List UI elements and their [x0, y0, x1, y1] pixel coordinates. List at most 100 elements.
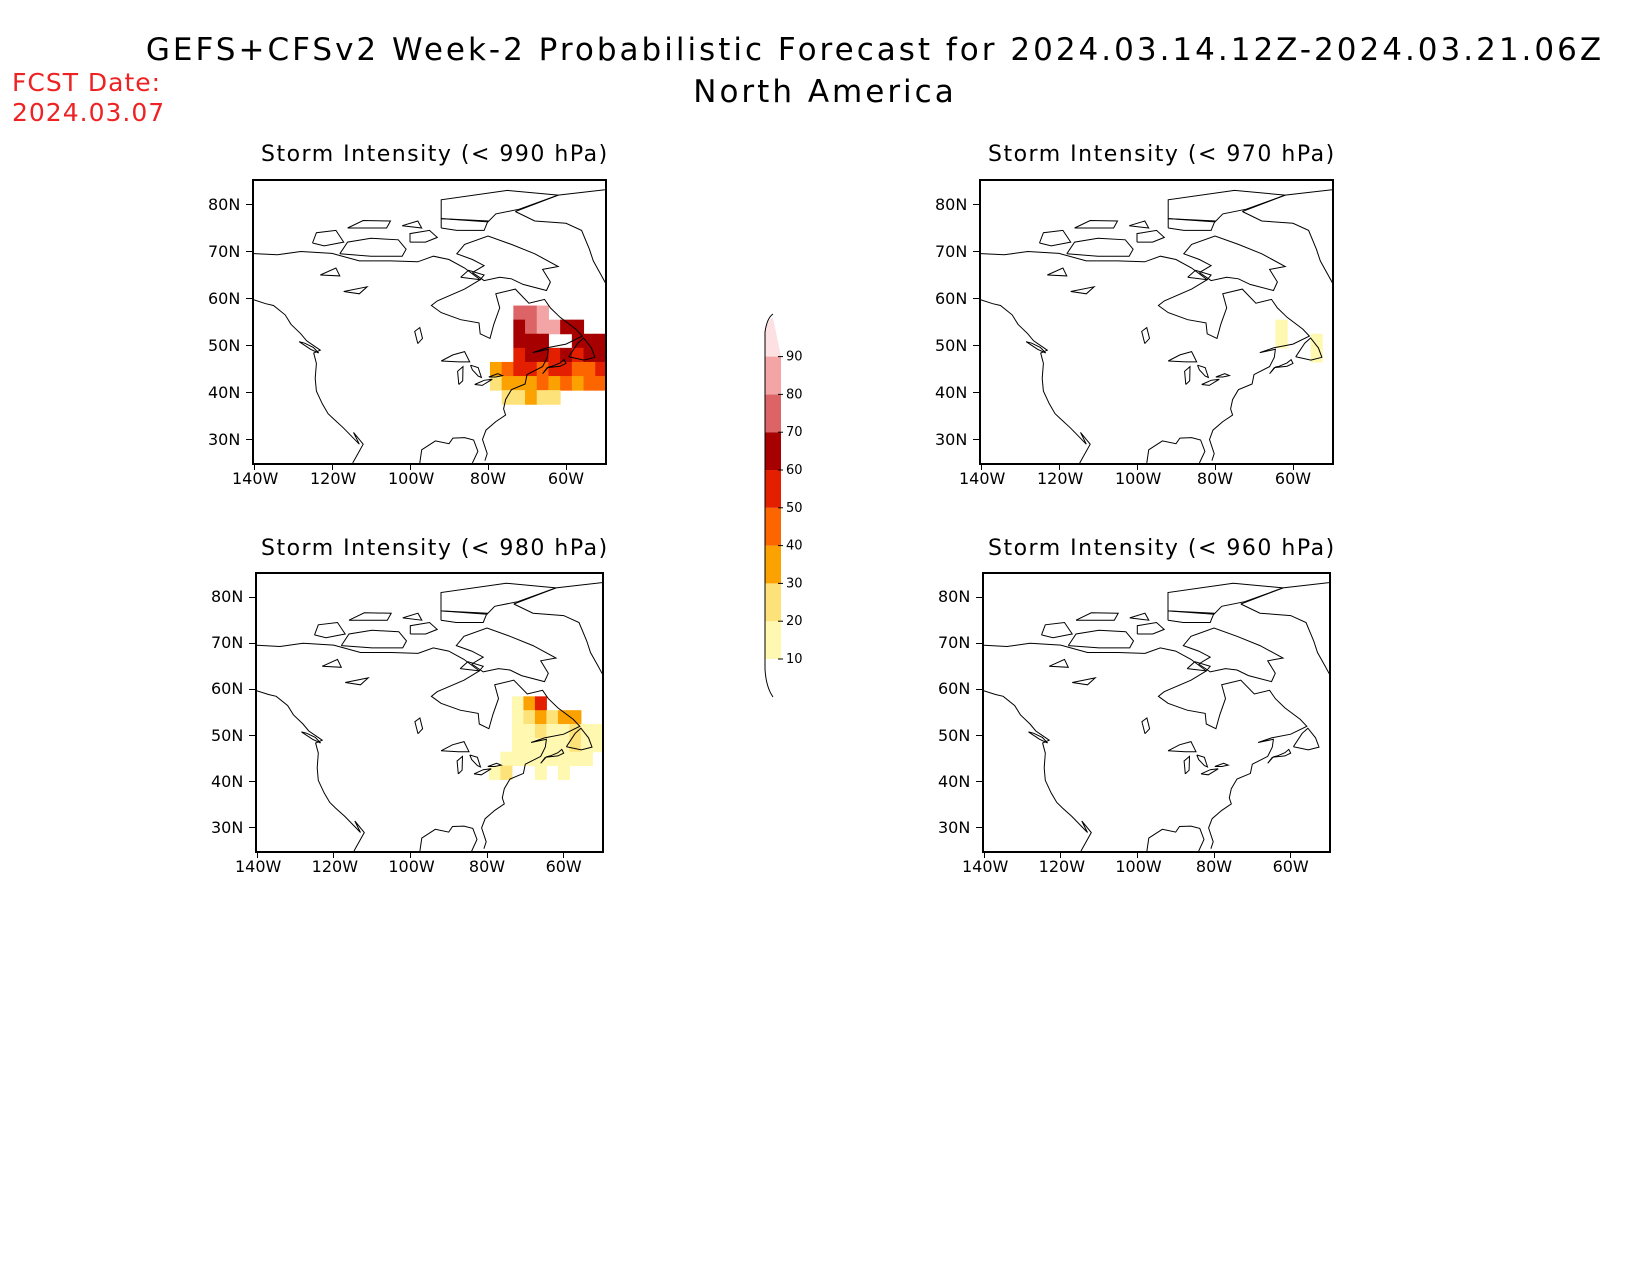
probability-cell — [536, 333, 549, 349]
lat-tick — [976, 781, 982, 783]
probability-cell — [595, 376, 605, 391]
probability-cell — [525, 319, 538, 335]
probability-cell — [569, 737, 582, 753]
map-frame — [979, 179, 1334, 465]
colorbar-label: 50 — [786, 501, 803, 516]
coastline — [440, 610, 488, 623]
coastline — [1025, 341, 1047, 354]
coastline — [1075, 612, 1120, 621]
coastline — [1129, 220, 1150, 229]
coastline — [1292, 727, 1320, 751]
probability-cell — [571, 361, 585, 377]
lon-tick — [1136, 465, 1138, 470]
coastline — [340, 629, 408, 649]
coastline — [347, 219, 392, 229]
coastline — [565, 727, 593, 751]
lat-label: 40N — [935, 382, 968, 402]
colorbar-graphic: 10 20 30 40 50 60 70 80 90 — [764, 313, 803, 698]
coastline — [1182, 235, 1287, 292]
coastline — [402, 220, 423, 229]
coastline — [419, 437, 479, 463]
lat-label: 40N — [208, 382, 241, 402]
lon-label: 140W — [959, 469, 1006, 488]
lat-label: 60N — [935, 288, 968, 308]
forecast-date-label: FCST Date: — [12, 68, 162, 97]
probability-cell — [525, 347, 538, 363]
lat-label: 60N — [208, 288, 241, 308]
probability-cell — [571, 319, 585, 335]
probability-cell — [513, 390, 526, 405]
lon-label: 100W — [388, 469, 435, 488]
lat-label: 80N — [208, 194, 241, 214]
probability-cell — [511, 724, 524, 739]
probability-cell — [548, 361, 561, 377]
probability-cell — [546, 710, 559, 725]
lon-tick — [486, 853, 488, 858]
coastline — [1047, 267, 1068, 277]
lat-tick — [976, 827, 982, 829]
coastline — [1136, 229, 1166, 243]
colorbar-label: 80 — [786, 387, 803, 402]
lon-label: 80W — [469, 469, 507, 488]
probability-cell — [536, 305, 549, 321]
lon-tick — [333, 853, 335, 858]
panel-title: Storm Intensity (< 990 hPa) — [261, 142, 609, 167]
coastline — [345, 677, 370, 686]
lat-label: 70N — [208, 241, 241, 261]
coastline — [1267, 748, 1292, 764]
probability-cell — [571, 347, 585, 363]
coastline — [440, 351, 471, 363]
lat-tick — [973, 251, 979, 252]
lat-tick — [249, 642, 255, 644]
lat-label: 80N — [935, 194, 968, 214]
coastline — [515, 189, 605, 284]
probability-cell — [513, 376, 526, 391]
probability-cell — [595, 347, 605, 363]
coastline — [487, 762, 503, 767]
map-frame — [255, 572, 604, 853]
coastline — [984, 642, 1308, 849]
probability-cell — [513, 333, 526, 349]
lon-label: 60W — [545, 857, 582, 876]
colorbar-top-cap — [765, 318, 781, 357]
lat-label: 60N — [938, 679, 971, 699]
coastline — [1048, 658, 1070, 668]
coastline-layer — [257, 582, 602, 851]
lat-label: 30N — [935, 429, 968, 449]
lat-tick — [249, 781, 255, 783]
coastline — [440, 218, 489, 231]
probability-cell — [569, 710, 582, 725]
coastline — [339, 237, 407, 257]
lat-label: 50N — [935, 335, 968, 355]
lat-label: 30N — [211, 817, 244, 837]
colorbar-label: 60 — [786, 463, 803, 478]
probability-cell — [571, 376, 585, 391]
colorbar-swatch — [765, 621, 781, 659]
coastline — [1240, 582, 1329, 675]
probability-cell — [513, 305, 526, 321]
coastline — [1066, 237, 1134, 257]
probability-cell — [560, 376, 573, 391]
lon-label: 80W — [1196, 469, 1234, 488]
coastline — [457, 365, 464, 385]
coastline — [459, 661, 485, 672]
lon-label: 60W — [1272, 857, 1309, 876]
coastline — [1184, 365, 1191, 385]
coastline — [540, 748, 565, 764]
lon-tick — [1136, 853, 1138, 858]
probability-cell — [557, 737, 570, 753]
coastline — [1214, 762, 1230, 767]
probability-cell — [580, 724, 593, 739]
lat-label: 40N — [938, 771, 971, 791]
lat-tick — [976, 642, 982, 644]
coastline — [414, 326, 424, 344]
forecast-date-value: 2024.03.07 — [12, 98, 166, 127]
probability-cell — [523, 696, 536, 711]
coastline — [1129, 612, 1150, 621]
lon-label: 120W — [1037, 469, 1084, 488]
lat-label: 50N — [938, 725, 971, 745]
lat-tick — [249, 688, 255, 690]
probability-cell — [534, 710, 547, 725]
probability-cell — [546, 751, 559, 767]
lat-tick — [249, 596, 255, 598]
